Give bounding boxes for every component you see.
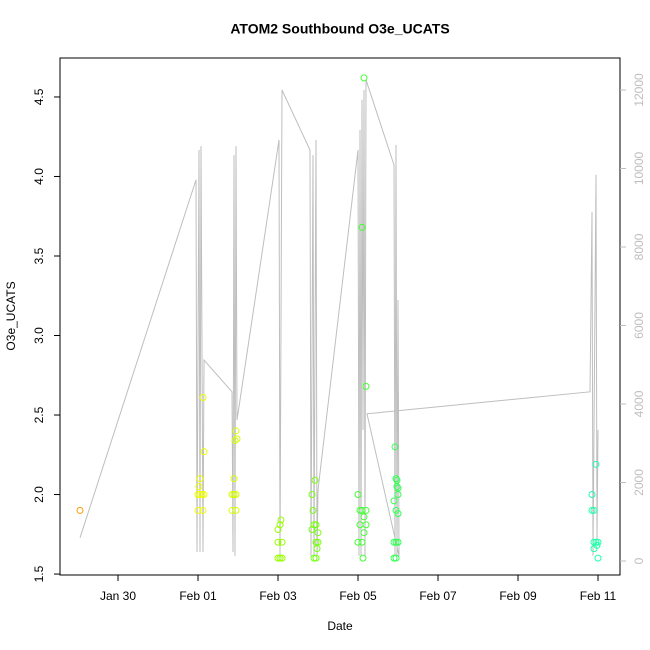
point xyxy=(309,506,317,514)
point xyxy=(590,506,598,514)
point xyxy=(588,491,596,499)
point xyxy=(228,491,236,499)
point xyxy=(359,554,367,562)
point xyxy=(390,554,398,562)
point xyxy=(314,529,322,537)
plot-border xyxy=(59,57,621,576)
point xyxy=(233,435,241,443)
x-tick-label: Feb 09 xyxy=(499,589,537,603)
point xyxy=(200,448,208,456)
point xyxy=(392,538,400,546)
point xyxy=(277,516,285,524)
point xyxy=(394,484,402,492)
y-tick-label: 3.0 xyxy=(32,327,46,344)
point xyxy=(354,491,362,499)
point xyxy=(230,491,238,499)
y-tick-label: 4.0 xyxy=(32,168,46,185)
point xyxy=(392,475,400,483)
point xyxy=(360,529,368,537)
y2-tick-label: 2000 xyxy=(632,469,646,496)
point xyxy=(312,521,320,529)
point xyxy=(196,475,204,483)
y-tick-label: 2.5 xyxy=(32,406,46,423)
x-tick-label: Feb 03 xyxy=(259,589,297,603)
point xyxy=(311,476,319,484)
x-axis-title: Date xyxy=(327,619,353,633)
point xyxy=(230,475,238,483)
point xyxy=(200,491,208,499)
point xyxy=(356,521,364,529)
point xyxy=(228,506,236,514)
x-tick-label: Feb 07 xyxy=(419,589,457,603)
y-tick-label: 2.0 xyxy=(32,486,46,503)
point xyxy=(308,491,316,499)
y2-tick-label: 8000 xyxy=(632,233,646,260)
point xyxy=(593,541,601,549)
y-axis-title: O3e_UCATS xyxy=(4,281,18,350)
y2-tick-label: 4000 xyxy=(632,390,646,417)
point xyxy=(390,497,398,505)
point xyxy=(588,506,596,514)
point xyxy=(393,476,401,484)
point xyxy=(354,538,362,546)
y2-tick-label: 0 xyxy=(632,557,646,564)
point xyxy=(274,538,282,546)
y-tick-label: 3.5 xyxy=(32,247,46,264)
point xyxy=(358,538,366,546)
y-tick-label: 4.5 xyxy=(32,88,46,105)
point xyxy=(394,538,402,546)
point xyxy=(592,538,600,546)
x-tick-label: Feb 05 xyxy=(339,589,377,603)
x-tick-label: Feb 01 xyxy=(179,589,217,603)
point xyxy=(310,554,318,562)
point xyxy=(232,427,240,435)
point xyxy=(313,545,321,553)
point xyxy=(394,510,402,518)
point xyxy=(360,74,368,82)
point xyxy=(278,554,286,562)
point xyxy=(199,394,207,402)
point xyxy=(312,554,320,562)
point xyxy=(358,223,366,231)
point xyxy=(592,460,600,468)
point xyxy=(390,538,398,546)
point xyxy=(196,491,204,499)
x-tick-label: Feb 11 xyxy=(580,589,617,603)
point xyxy=(76,506,84,514)
point xyxy=(362,506,370,514)
point xyxy=(199,506,207,514)
point xyxy=(362,382,370,390)
point xyxy=(392,554,400,562)
point xyxy=(360,513,368,521)
chart-title: ATOM2 Southbound O3e_UCATS xyxy=(230,21,449,37)
point xyxy=(308,526,316,534)
x-tick-label: Jan 30 xyxy=(100,589,136,603)
point xyxy=(232,506,240,514)
y2-tick-label: 10000 xyxy=(632,151,646,185)
point xyxy=(274,554,282,562)
y2-tick-label: 6000 xyxy=(632,312,646,339)
point xyxy=(312,538,320,546)
point xyxy=(276,554,284,562)
point xyxy=(232,491,240,499)
point xyxy=(194,506,202,514)
line-series xyxy=(79,79,599,556)
y2-tick-label: 12000 xyxy=(632,73,646,107)
point xyxy=(231,436,239,444)
point xyxy=(594,538,602,546)
point xyxy=(198,491,206,499)
point xyxy=(391,443,399,451)
point xyxy=(274,526,282,534)
point xyxy=(278,538,286,546)
point xyxy=(358,506,366,514)
point xyxy=(314,538,322,546)
y-tick-label: 1.5 xyxy=(32,565,46,582)
point xyxy=(195,483,203,491)
point xyxy=(594,554,602,562)
